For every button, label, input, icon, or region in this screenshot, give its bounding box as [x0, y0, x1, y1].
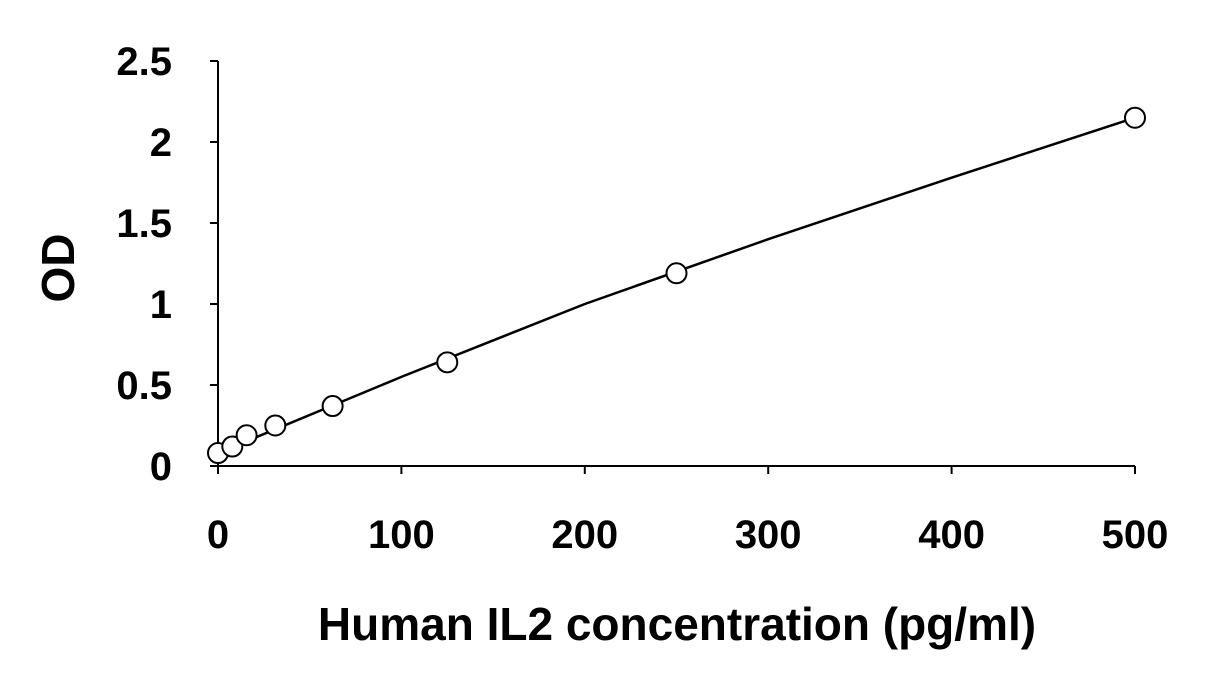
x-tick-label: 0 [207, 513, 229, 557]
y-tick-label: 2.5 [116, 40, 172, 84]
trendline-group [217, 116, 1136, 455]
y-tick-label: 1 [150, 283, 172, 327]
data-points [207, 106, 1146, 465]
trendline [217, 116, 1136, 455]
x-tick-label: 200 [551, 513, 618, 557]
x-tick-label: 300 [735, 513, 802, 557]
data-point [264, 414, 287, 437]
y-axis-title: OD [32, 234, 84, 303]
x-tick-label: 500 [1102, 513, 1169, 557]
y-tick-label: 2 [150, 121, 172, 165]
y-axis-ticks: 0 0.5 1 1.5 2 2.5 [116, 40, 218, 489]
x-axis-ticks: 0 100 200 300 400 500 [207, 466, 1169, 557]
y-tick-label: 0 [150, 445, 172, 489]
data-point [436, 351, 459, 374]
x-axis-title: Human IL2 concentration (pg/ml) [318, 598, 1036, 650]
data-point [321, 395, 344, 418]
axes [217, 61, 1135, 467]
data-point [665, 262, 688, 285]
y-tick-label: 1.5 [116, 202, 172, 246]
x-tick-label: 400 [918, 513, 985, 557]
data-point [235, 424, 258, 447]
x-tick-label: 100 [368, 513, 435, 557]
data-point [1124, 106, 1146, 129]
data-point [221, 435, 244, 458]
y-tick-label: 0.5 [116, 364, 172, 408]
